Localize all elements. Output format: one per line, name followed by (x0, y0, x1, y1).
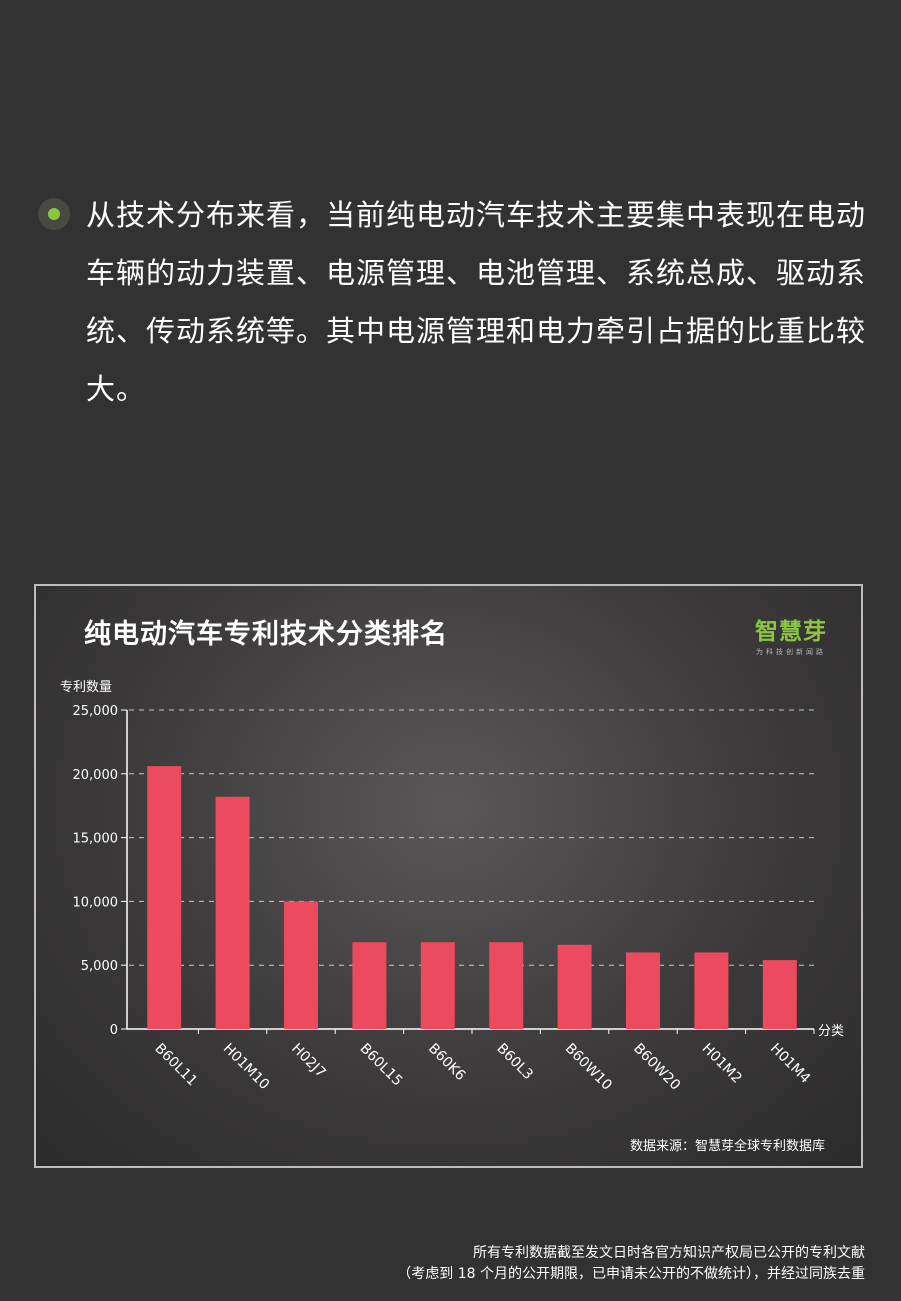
summary-text: 从技术分布来看，当前纯电动汽车技术主要集中表现在电动车辆的动力装置、电源管理、电… (86, 198, 867, 406)
bar (762, 960, 797, 1029)
bar (626, 952, 660, 1029)
bar-chart: 专利数量 0 5,000 10,000 15,000 20,000 25,000 分类 B60L… (60, 680, 844, 1094)
bar (420, 942, 455, 1029)
bar (489, 942, 524, 1029)
footnote: 所有专利数据截至发文日时各官方知识产权局已公开的专利文献 （考虑到 18 个月的… (397, 1243, 865, 1285)
x-tick-label: B60L15 (357, 1041, 406, 1090)
bar (215, 796, 250, 1029)
y-tick-label: 25,000 (73, 704, 119, 719)
bar (557, 944, 592, 1029)
y-axis-label: 专利数量 (60, 680, 112, 695)
x-tick-label: B60W10 (562, 1041, 615, 1094)
bullet-dot-icon (38, 198, 70, 230)
y-tick-label: 20,000 (73, 768, 119, 783)
x-tick-label: B60K6 (425, 1041, 469, 1085)
bar (694, 952, 729, 1029)
x-tick-label: H01M2 (699, 1041, 745, 1087)
x-tick-label: B60L3 (493, 1041, 536, 1084)
bar (352, 942, 387, 1029)
y-tick-label: 15,000 (73, 832, 119, 847)
y-tick-label: 0 (110, 1023, 118, 1038)
x-tick-label: H01M10 (220, 1041, 273, 1094)
x-tick-label: H02J7 (288, 1041, 329, 1082)
x-tick-label: H01M4 (767, 1041, 813, 1087)
chart-title: 纯电动汽车专利技术分类排名 (84, 619, 448, 650)
brand-name: 智慧芽 (755, 619, 827, 645)
x-axis-label: 分类 (818, 1024, 844, 1039)
bar (284, 901, 318, 1029)
bar (147, 766, 182, 1029)
chart-panel: 纯电动汽车专利技术分类排名 智慧芽 为科技创新闻路 专利数量 0 5,000 10,0… (34, 584, 863, 1168)
brand-logo: 智慧芽 为科技创新闻路 (755, 612, 827, 657)
brand-slogan: 为科技创新闻路 (756, 648, 826, 656)
summary-bullet: 从技术分布来看，当前纯电动汽车技术主要集中表现在电动车辆的动力装置、电源管理、电… (38, 186, 878, 447)
x-tick-label: B60W20 (630, 1041, 683, 1094)
footnote-line-2: （考虑到 18 个月的公开期限，已申请未公开的不做统计），并经过同族去重 (397, 1266, 865, 1282)
y-tick-label: 10,000 (73, 895, 119, 910)
data-source-note: 数据来源：智慧芽全球专利数据库 (629, 1139, 825, 1154)
y-tick-label: 5,000 (81, 959, 118, 974)
footnote-line-1: 所有专利数据截至发文日时各官方知识产权局已公开的专利文献 (473, 1245, 865, 1261)
x-tick-label: B60L11 (151, 1041, 200, 1090)
